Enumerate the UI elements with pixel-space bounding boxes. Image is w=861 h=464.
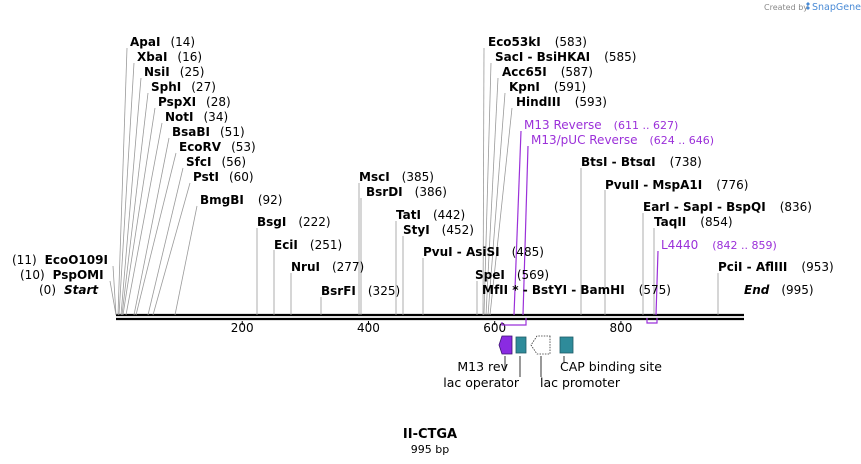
site-mfii-bstyi-bamhi[interactable]: MfII * - BstYI - BamHI (575)	[482, 283, 671, 297]
connector-kpni	[487, 92, 506, 316]
site-sphi[interactable]: SphI (27)	[151, 80, 216, 94]
site-pspomi[interactable]: (10) PspOMI	[20, 268, 104, 282]
site-bsgi[interactable]: BsgI (222)	[257, 215, 331, 229]
site-nrui[interactable]: NruI (277)	[291, 260, 364, 274]
site-taqii[interactable]: TaqII (854)	[654, 215, 733, 229]
site-msci[interactable]: MscI (385)	[359, 170, 434, 184]
site-sfci[interactable]: SfcI (56)	[186, 155, 246, 169]
site-labels: ApaI (14) XbaI (16) NsiI (25) SphI (27) PspX…	[12, 35, 834, 298]
connector-eco53ki	[482, 47, 485, 316]
feature-label-lac-promoter: lac promoter	[540, 375, 621, 390]
site-kpni[interactable]: KpnI (591)	[509, 80, 586, 94]
connector-nsii	[120, 77, 142, 316]
site-pvui-asisi[interactable]: PvuI - AsiSI (485)	[423, 245, 544, 259]
site-ecii[interactable]: EciI (251)	[274, 238, 342, 252]
site-xbai[interactable]: XbaI (16)	[137, 50, 202, 64]
connector-saci	[483, 62, 492, 316]
primer-m13-puc-reverse[interactable]: M13/pUC Reverse (624 .. 646)	[531, 133, 714, 147]
snapgene-logo-icon	[806, 2, 810, 10]
connector-acc65i	[485, 77, 499, 316]
site-nsii[interactable]: NsiI (25)	[144, 65, 204, 79]
connector-l4440	[655, 250, 659, 316]
cap-binding-site-box[interactable]	[559, 336, 574, 354]
site-eco53ki[interactable]: Eco53kI (583)	[488, 35, 587, 49]
primer-bracket-m13	[501, 318, 527, 326]
connector-apai	[117, 47, 128, 316]
site-acc65i[interactable]: Acc65I (587)	[502, 65, 593, 79]
site-styi[interactable]: StyI (452)	[403, 223, 474, 237]
site-pspxi[interactable]: PspXI (28)	[158, 95, 231, 109]
primer-bracket-l4440	[646, 318, 658, 324]
connector-ecorv	[135, 152, 177, 316]
axis-tick-label: 400	[357, 321, 380, 335]
site-pvuii-mspa1i[interactable]: PvuII - MspA1I (776)	[605, 178, 748, 192]
lac-promoter-arrow-icon[interactable]	[530, 335, 551, 355]
connector-sphi	[121, 92, 149, 316]
site-bsabi[interactable]: BsaBI (51)	[172, 125, 245, 139]
axis-tick-label: 200	[231, 321, 254, 335]
site-psti[interactable]: PstI (60)	[193, 170, 254, 184]
axis-tick-label: 600	[483, 321, 506, 335]
site-ecoo109i[interactable]: (11) EcoO109I	[12, 253, 108, 267]
axis: 200 400 600 800	[231, 321, 632, 335]
connector-ecoo109i	[112, 265, 117, 316]
connector-noti	[125, 122, 163, 316]
feature-label-lac-operator: lac operator	[443, 375, 520, 390]
site-spei[interactable]: SpeI (569)	[475, 268, 549, 282]
connector-bmgbi	[174, 205, 198, 316]
feature-label-cap-binding-site: CAP binding site	[560, 359, 662, 374]
site-noti[interactable]: NotI (34)	[165, 110, 228, 124]
site-apai[interactable]: ApaI (14)	[130, 35, 195, 49]
site-tati[interactable]: TatI (442)	[396, 208, 465, 222]
site-connectors	[109, 47, 719, 316]
site-hindiii[interactable]: HindIII (593)	[516, 95, 607, 109]
feature-label-m13-rev: M13 rev	[457, 359, 508, 374]
connector-pspomi	[109, 280, 117, 316]
site-bsrfi[interactable]: BsrFI (325)	[321, 284, 400, 298]
connector-m13-reverse	[513, 130, 522, 316]
site-end: End (995)	[744, 283, 814, 297]
primer-m13-reverse[interactable]: M13 Reverse (611 .. 627)	[524, 118, 678, 132]
connector-pspxi	[122, 107, 156, 316]
site-bmgbi[interactable]: BmgBI (92)	[200, 193, 283, 207]
map-length: 995 bp	[411, 443, 449, 456]
site-ecorv[interactable]: EcoRV (53)	[179, 140, 256, 154]
primer-labels: M13 Reverse (611 .. 627) M13/pUC Reverse(…	[524, 118, 777, 252]
m13-rev-arrow-icon[interactable]	[498, 335, 513, 355]
primer-connectors	[501, 130, 659, 326]
features: M13 rev lac operator lac promoter CAP bi…	[443, 335, 662, 390]
connector-hindiii	[489, 107, 513, 316]
watermark-prefix: Created by	[764, 3, 808, 12]
connector-psti	[152, 182, 191, 316]
site-btsi-btsai[interactable]: BtsI - BtsαI (738)	[581, 155, 702, 169]
sequence-backbone	[116, 313, 744, 321]
primer-l4440[interactable]: L4440 (842 .. 859)	[661, 238, 777, 252]
site-eari-sapi-bspqi[interactable]: EarI - SapI - BspQI (836)	[643, 200, 812, 214]
site-pcii-afliii[interactable]: PciI - AflIII (953)	[718, 260, 834, 274]
watermark: Created by SnapGene	[764, 2, 861, 13]
connector-bsabi	[133, 137, 170, 316]
site-start: (0) Start	[39, 283, 99, 297]
site-bsrdi[interactable]: BsrDI (386)	[366, 185, 447, 199]
connector-xbai	[118, 62, 135, 316]
lac-operator-box[interactable]	[515, 336, 527, 354]
connector-m13-puc-reverse	[522, 145, 529, 316]
map-title: II-CTGA	[403, 427, 457, 442]
axis-tick-label: 800	[609, 321, 632, 335]
watermark-brand: SnapGene	[812, 2, 861, 13]
site-saci-bsihkai[interactable]: SacI - BsiHKAI (585)	[495, 50, 636, 64]
connector-sfci	[147, 167, 184, 316]
